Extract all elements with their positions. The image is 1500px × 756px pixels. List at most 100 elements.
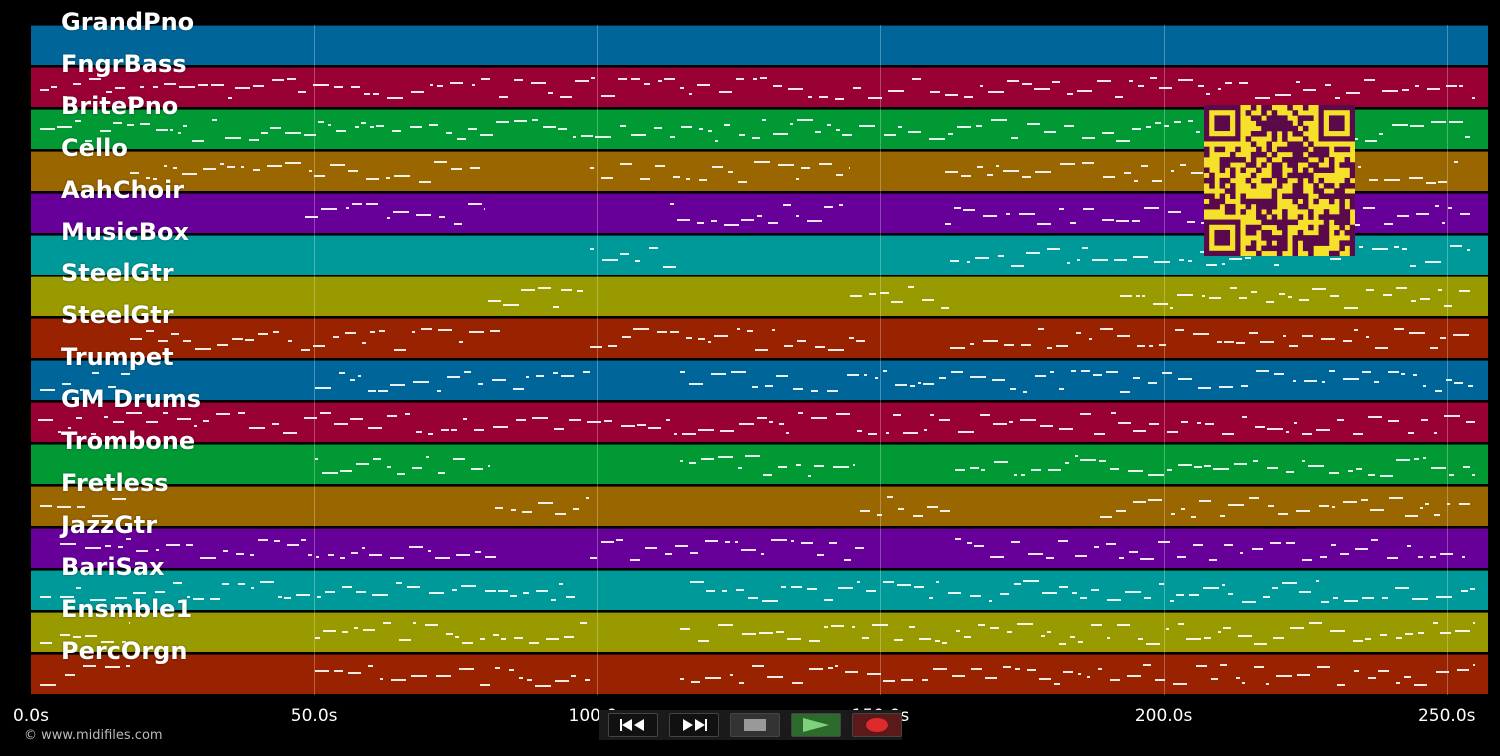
midi-note	[1059, 428, 1073, 431]
track-label: MusicBox	[61, 217, 189, 246]
midi-note	[819, 95, 828, 98]
midi-note	[118, 545, 123, 548]
midi-note	[955, 537, 961, 540]
midi-note	[1228, 592, 1233, 595]
midi-note	[989, 599, 992, 602]
midi-note	[571, 674, 576, 677]
midi-note	[680, 677, 684, 680]
midi-note	[1173, 682, 1187, 685]
midi-note	[757, 214, 762, 217]
midi-note	[1368, 474, 1375, 476]
play-button[interactable]	[791, 713, 841, 737]
midi-note	[1148, 382, 1157, 385]
midi-note	[699, 127, 703, 130]
midi-note	[1120, 295, 1132, 298]
midi-note	[370, 331, 375, 334]
midi-note	[1252, 547, 1263, 550]
midi-note	[945, 170, 958, 173]
midi-note	[635, 259, 640, 262]
rewind-button[interactable]	[608, 713, 658, 737]
midi-note	[1067, 261, 1070, 264]
midi-note	[1140, 557, 1154, 560]
midi-note	[581, 134, 593, 137]
midi-note	[1082, 161, 1094, 164]
midi-note	[1266, 301, 1274, 304]
midi-note	[776, 375, 788, 378]
stop-button[interactable]	[730, 713, 780, 737]
midi-note	[677, 218, 690, 221]
midi-note	[551, 598, 556, 601]
midi-note	[447, 376, 460, 379]
midi-note	[1253, 460, 1258, 462]
midi-note	[711, 373, 726, 376]
midi-note	[819, 162, 832, 165]
midi-note	[952, 674, 965, 677]
midi-note	[1319, 504, 1329, 507]
midi-note	[1078, 640, 1083, 643]
midi-note	[245, 339, 254, 342]
midi-note	[788, 87, 803, 90]
midi-note	[682, 433, 696, 436]
midi-note	[421, 328, 432, 331]
midi-note	[1343, 500, 1357, 503]
midi-note	[754, 160, 770, 163]
midi-note	[586, 496, 589, 499]
midi-note	[315, 669, 329, 672]
midi-note	[1363, 206, 1375, 209]
midi-note	[1052, 80, 1060, 83]
midi-note	[390, 556, 404, 559]
midi-note	[1027, 122, 1040, 125]
midi-note	[1414, 683, 1427, 686]
midi-note	[1116, 509, 1126, 512]
midi-note	[957, 125, 971, 128]
midi-note	[908, 130, 921, 133]
midi-note	[1158, 540, 1170, 543]
midi-note	[1071, 370, 1076, 373]
time-tick-label: 0.0s	[13, 706, 49, 726]
midi-note	[940, 509, 950, 512]
midi-note	[898, 125, 902, 128]
midi-note	[251, 586, 254, 589]
midi-note	[1249, 332, 1258, 335]
midi-note	[1354, 669, 1359, 672]
midi-note	[941, 307, 949, 310]
midi-note	[212, 118, 217, 121]
midi-note	[1044, 130, 1056, 133]
fast-forward-button[interactable]	[669, 713, 719, 737]
midi-note	[680, 371, 685, 374]
midi-note	[939, 419, 950, 422]
midi-note	[1255, 96, 1270, 99]
midi-note	[1397, 214, 1409, 217]
record-button[interactable]	[852, 713, 902, 737]
midi-note	[1133, 255, 1148, 258]
midi-note	[1100, 328, 1113, 331]
midi-note	[1242, 681, 1245, 684]
play-icon	[803, 718, 829, 732]
midi-note	[348, 169, 358, 172]
midi-note	[1276, 674, 1292, 677]
midi-note	[1220, 514, 1225, 517]
midi-note	[637, 424, 646, 427]
midi-note	[964, 95, 973, 98]
midi-note	[1283, 335, 1286, 338]
midi-note	[942, 641, 947, 644]
midi-note	[1129, 550, 1138, 553]
midi-note	[183, 340, 191, 343]
midi-note	[173, 166, 177, 169]
midi-note	[315, 387, 331, 390]
midi-note	[781, 585, 786, 588]
midi-note	[1026, 251, 1040, 254]
midi-note	[772, 329, 775, 332]
midi-note	[452, 588, 457, 591]
midi-note	[590, 166, 594, 169]
midi-note	[127, 123, 134, 126]
midi-note	[786, 432, 789, 435]
midi-note	[701, 458, 714, 460]
midi-note	[708, 341, 711, 344]
midi-note	[301, 349, 310, 352]
midi-note	[769, 421, 773, 424]
midi-note	[1191, 171, 1203, 174]
midi-note	[1296, 509, 1310, 512]
midi-note	[817, 553, 824, 556]
